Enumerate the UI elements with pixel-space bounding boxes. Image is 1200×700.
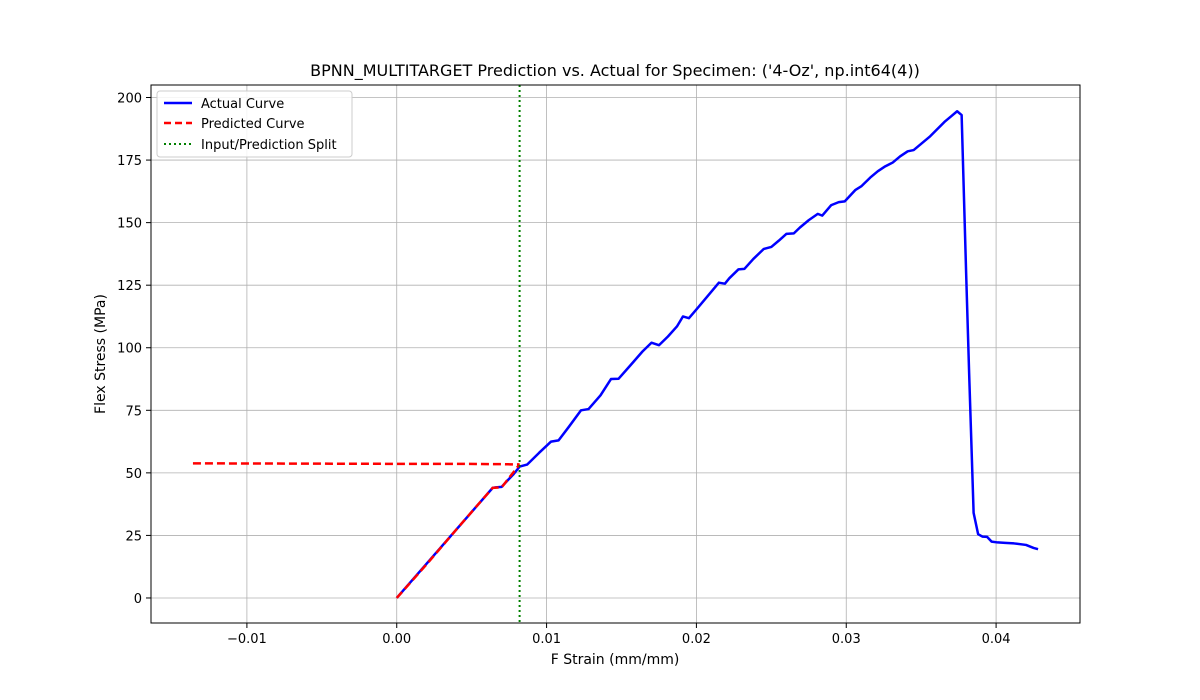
y-tick-label: 25 [125, 529, 142, 544]
y-axis-label: Flex Stress (MPa) [93, 294, 109, 414]
legend-predicted-label: Predicted Curve [201, 117, 305, 132]
x-tick-label: −0.01 [227, 632, 267, 647]
y-tick-label: 0 [134, 592, 142, 607]
x-tick-label: 0.03 [832, 632, 861, 647]
y-axis-ticks: 0 25 50 75 100 125 150 175 200 [117, 92, 151, 607]
predicted-curve-line [192, 462, 520, 466]
grid-lines [151, 85, 1080, 623]
legend-split-label: Input/Prediction Split [201, 138, 337, 153]
y-tick-label: 100 [117, 342, 142, 357]
series-layer [192, 85, 1039, 623]
x-axis-label: F Strain (mm/mm) [551, 652, 680, 668]
axes-frame [150, 84, 1081, 624]
plot-area [192, 85, 1039, 623]
y-tick-label: 150 [117, 217, 142, 232]
x-axis-ticks: −0.01 0.00 0.01 0.02 0.03 0.04 [227, 623, 1011, 647]
x-tick-label: 0.02 [682, 632, 711, 647]
y-tick-label: 75 [125, 404, 142, 419]
x-tick-label: 0.01 [532, 632, 561, 647]
actual-curve-line [395, 110, 1039, 599]
x-tick-label: 0.00 [382, 632, 411, 647]
legend-box [156, 90, 353, 158]
x-tick-label: 0.04 [982, 632, 1011, 647]
y-tick-label: 125 [117, 279, 142, 294]
y-tick-label: 175 [117, 154, 142, 169]
legend-actual-label: Actual Curve [201, 97, 284, 112]
legend: Actual Curve Predicted Curve Input/Predi… [156, 90, 353, 158]
chart-title: BPNN_MULTITARGET Prediction vs. Actual f… [310, 61, 920, 81]
predicted-curve-input-segment [395, 463, 521, 599]
y-tick-label: 50 [125, 467, 142, 482]
y-tick-label: 200 [117, 92, 142, 107]
